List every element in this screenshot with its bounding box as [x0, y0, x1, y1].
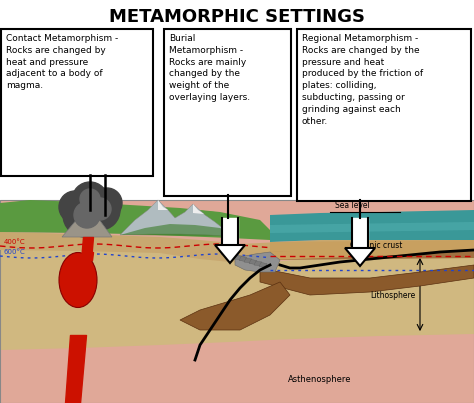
- Circle shape: [80, 189, 100, 209]
- Text: Contact Metamorphism -
Rocks are changed by
heat and pressure
adjacent to a body: Contact Metamorphism - Rocks are changed…: [6, 34, 118, 90]
- Polygon shape: [270, 240, 474, 252]
- Polygon shape: [345, 248, 375, 266]
- Polygon shape: [249, 260, 257, 264]
- Polygon shape: [158, 200, 168, 210]
- Text: Burial
Metamorphism -
Rocks are mainly
changed by the
weight of the
overlaying l: Burial Metamorphism - Rocks are mainly c…: [169, 34, 250, 102]
- FancyBboxPatch shape: [297, 29, 471, 201]
- Polygon shape: [0, 248, 474, 350]
- Circle shape: [59, 191, 91, 223]
- Polygon shape: [244, 258, 252, 263]
- Polygon shape: [259, 262, 267, 268]
- Text: Oceanic crust: Oceanic crust: [350, 241, 402, 251]
- Polygon shape: [0, 200, 474, 403]
- Circle shape: [80, 190, 120, 230]
- Polygon shape: [270, 222, 474, 233]
- Polygon shape: [160, 210, 260, 230]
- Polygon shape: [239, 256, 247, 262]
- Polygon shape: [193, 204, 204, 214]
- Circle shape: [74, 202, 100, 228]
- Polygon shape: [260, 265, 474, 295]
- Polygon shape: [254, 261, 262, 266]
- Text: Sea level: Sea level: [335, 201, 370, 210]
- Circle shape: [89, 198, 111, 220]
- Polygon shape: [180, 282, 290, 330]
- Text: 600°C: 600°C: [4, 249, 26, 255]
- Polygon shape: [0, 200, 270, 240]
- Polygon shape: [270, 210, 474, 242]
- Text: Lithosphere: Lithosphere: [370, 291, 415, 299]
- Polygon shape: [234, 255, 242, 260]
- Polygon shape: [270, 250, 474, 260]
- Circle shape: [63, 193, 107, 237]
- Polygon shape: [62, 207, 112, 237]
- FancyBboxPatch shape: [164, 29, 291, 196]
- Polygon shape: [120, 224, 230, 236]
- Text: Regional Metamorphism -
Rocks are changed by the
pressure and heat
produced by t: Regional Metamorphism - Rocks are change…: [302, 34, 423, 126]
- Polygon shape: [270, 241, 474, 260]
- Text: Asthenosphere: Asthenosphere: [288, 376, 352, 384]
- Polygon shape: [0, 232, 474, 263]
- Polygon shape: [215, 245, 245, 263]
- Polygon shape: [235, 252, 280, 272]
- Circle shape: [72, 182, 108, 218]
- Polygon shape: [120, 200, 230, 236]
- Text: 400°C: 400°C: [4, 239, 26, 245]
- Ellipse shape: [59, 253, 97, 307]
- FancyBboxPatch shape: [1, 29, 153, 176]
- Text: METAMORPHIC SETTINGS: METAMORPHIC SETTINGS: [109, 8, 365, 26]
- Circle shape: [92, 188, 122, 218]
